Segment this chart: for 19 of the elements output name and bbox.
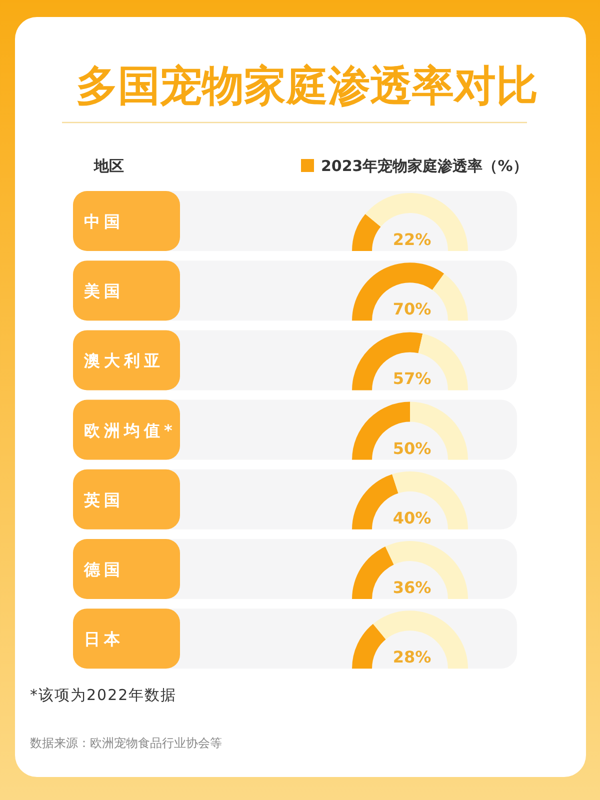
text: 50% xyxy=(392,438,432,458)
text: 40% xyxy=(392,508,432,528)
text: 日本 xyxy=(84,630,124,649)
text: *该项为2022年数据 xyxy=(30,686,177,704)
text: 28% xyxy=(392,648,432,667)
text: 多国宠物家庭渗透率对比 xyxy=(76,61,538,110)
text: 英国 xyxy=(83,490,124,510)
text: 美国 xyxy=(83,282,124,301)
text: 地区 xyxy=(93,157,124,175)
text: 欧洲均值* xyxy=(84,420,176,440)
text: 中国 xyxy=(84,212,124,231)
text: 澳大利亚 xyxy=(83,351,164,370)
text: 22% xyxy=(392,230,432,249)
legend-label: 2023年宠物家庭渗透率（%） xyxy=(321,157,528,175)
text: 70% xyxy=(392,300,432,319)
text: 德国 xyxy=(83,560,124,579)
text: 57% xyxy=(392,369,432,388)
source-note: 数据来源：欧洲宠物食品行业协会等 xyxy=(30,736,222,750)
text: 36% xyxy=(392,578,432,597)
